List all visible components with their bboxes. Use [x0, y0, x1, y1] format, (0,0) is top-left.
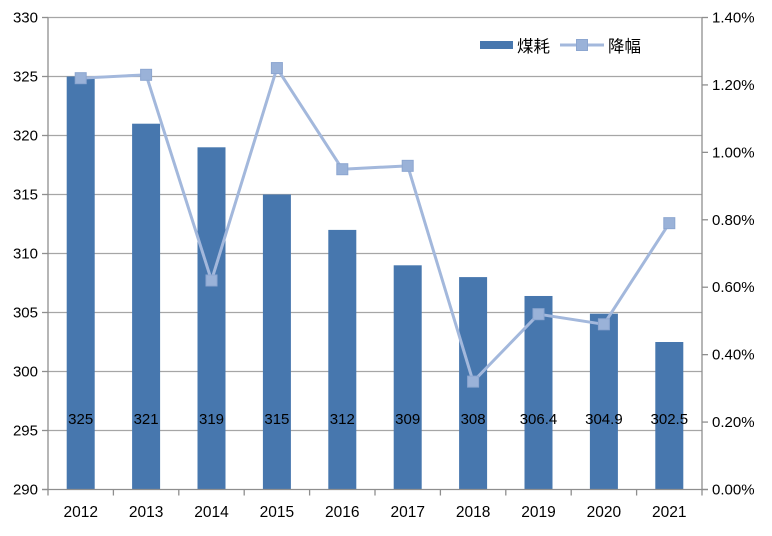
x-axis-label-2016: 2016: [325, 504, 359, 521]
left-axis-label: 290: [13, 482, 38, 499]
legend-swatch-bar[interactable]: [480, 41, 513, 49]
bar-data-label: 321: [134, 411, 159, 428]
left-axis-label: 305: [13, 305, 38, 322]
legend-label-coal[interactable]: 煤耗: [517, 37, 550, 56]
x-axis-label-2021: 2021: [652, 504, 686, 521]
bar-data-label: 312: [330, 411, 355, 428]
x-axis-label-2012: 2012: [63, 504, 97, 521]
line-marker-2020[interactable]: [597, 318, 610, 331]
line-marker-2019[interactable]: [532, 308, 545, 321]
right-axis-label: 0.40%: [712, 347, 755, 364]
bar-2017[interactable]: [393, 265, 422, 490]
bar-2016[interactable]: [328, 229, 357, 490]
bar-data-label: 302.5: [651, 411, 689, 428]
left-axis-label: 310: [13, 246, 38, 263]
line-marker-2021[interactable]: [663, 217, 676, 230]
bar-data-label: 319: [199, 411, 224, 428]
line-marker-2015[interactable]: [270, 62, 283, 75]
bar-data-label: 304.9: [585, 411, 623, 428]
bar-2015[interactable]: [262, 194, 291, 490]
line-series[interactable]: [80, 66, 671, 384]
left-axis-label: 295: [13, 423, 38, 440]
bar-2021[interactable]: [655, 342, 684, 490]
line-marker-2016[interactable]: [336, 163, 349, 176]
right-axis-label: 0.60%: [712, 279, 755, 296]
line-marker-2018[interactable]: [467, 375, 480, 388]
left-axis-label: 300: [13, 364, 38, 381]
line-marker-2013[interactable]: [140, 68, 153, 81]
left-axis-label: 330: [13, 10, 38, 27]
x-axis-label-2018: 2018: [456, 504, 490, 521]
legend-swatch-marker[interactable]: [576, 39, 588, 51]
x-axis-label-2019: 2019: [521, 504, 555, 521]
bar-2019[interactable]: [524, 295, 553, 490]
x-axis-label-2017: 2017: [390, 504, 424, 521]
x-axis-label-2015: 2015: [260, 504, 294, 521]
bar-data-label: 325: [68, 411, 93, 428]
bar-2020[interactable]: [589, 313, 618, 490]
left-axis-label: 315: [13, 187, 38, 204]
bar-data-label: 309: [395, 411, 420, 428]
bar-2012[interactable]: [66, 76, 95, 490]
line-marker-2017[interactable]: [401, 159, 414, 172]
bar-data-label: 308: [461, 411, 486, 428]
line-marker-2014[interactable]: [205, 274, 218, 287]
bar-data-label: 315: [264, 411, 289, 428]
bar-2014[interactable]: [197, 147, 226, 490]
x-axis-label-2020: 2020: [587, 504, 622, 521]
x-axis-label-2013: 2013: [129, 504, 163, 521]
x-axis-label-2014: 2014: [194, 504, 229, 521]
bar-data-label: 306.4: [520, 411, 558, 428]
right-axis-label: 1.00%: [712, 144, 755, 161]
line-marker-2012[interactable]: [74, 72, 87, 85]
right-axis-label: 0.80%: [712, 212, 755, 229]
right-axis-label: 1.40%: [712, 10, 755, 27]
right-axis-label: 0.00%: [712, 482, 755, 499]
legend-label-decline[interactable]: 降幅: [608, 37, 641, 56]
left-axis-label: 325: [13, 69, 38, 86]
right-axis-label: 0.20%: [712, 414, 755, 431]
right-axis-label: 1.20%: [712, 77, 755, 94]
left-axis-label: 320: [13, 128, 38, 145]
bar-2013[interactable]: [132, 123, 161, 490]
